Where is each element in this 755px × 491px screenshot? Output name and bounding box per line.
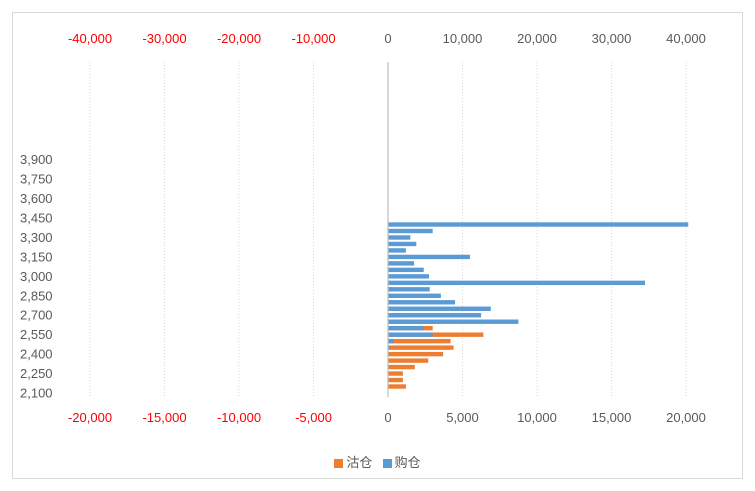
x-top-tick-label: 30,000 <box>592 31 632 46</box>
call-bar <box>388 326 424 331</box>
x-top-tick-label: 20,000 <box>517 31 557 46</box>
gridlines <box>89 62 687 397</box>
legend-label-call: 购仓 <box>394 456 421 471</box>
y-tick-label: 3,600 <box>20 191 53 206</box>
put-bar <box>388 338 451 344</box>
legend-item-call: 购仓 <box>382 452 421 471</box>
y-tick-label: 2,700 <box>20 308 53 323</box>
x-bottom-tick-label: 15,000 <box>592 410 632 425</box>
call-bar <box>388 274 429 279</box>
x-bottom-tick-label: -15,000 <box>142 410 186 425</box>
y-tick-label: 2,550 <box>20 327 53 342</box>
put-bar <box>388 332 484 337</box>
call-bar <box>388 345 390 350</box>
x-bottom-tick-label: 20,000 <box>666 410 706 425</box>
y-tick-label: 2,100 <box>20 386 53 401</box>
y-tick-label: 3,000 <box>20 269 53 284</box>
x-top-tick-label: -10,000 <box>291 31 335 46</box>
call-bar <box>388 306 491 311</box>
put-bar <box>388 371 403 376</box>
call-bar <box>388 338 394 344</box>
x-bottom-tick-label: 5,000 <box>446 410 479 425</box>
x-top-tick-label: 0 <box>384 31 391 46</box>
x-top-tick-label: 40,000 <box>666 31 706 46</box>
chart-border <box>12 12 743 479</box>
call-bar <box>388 254 470 260</box>
legend: 沽仓 购仓 <box>0 452 755 471</box>
put-bar <box>388 364 415 370</box>
call-bar <box>388 267 424 273</box>
put-bar <box>388 351 444 357</box>
x-top-tick-label: -40,000 <box>68 31 112 46</box>
call-bar <box>388 228 433 234</box>
call-bar <box>388 222 689 227</box>
x-top-tick-label: 10,000 <box>443 31 483 46</box>
legend-item-put: 沽仓 <box>334 452 372 471</box>
put-bar <box>388 358 429 363</box>
y-axis-ticks: 2,100 2,250 2,400 2,550 2,700 2,850 3,000 3,150… <box>20 152 53 400</box>
y-tick-label: 2,850 <box>20 288 53 303</box>
x-top-tick-label: -30,000 <box>142 31 186 46</box>
call-bar <box>388 280 646 286</box>
call-bar <box>388 300 456 305</box>
legend-label-put: 沽仓 <box>346 456 373 471</box>
x-bottom-axis-ticks: -20,000 -15,000 -10,000 -5,000 0 5,000 10,000 1… <box>68 410 706 425</box>
y-tick-label: 3,450 <box>20 211 53 226</box>
call-bar <box>388 261 415 266</box>
call-bar <box>388 332 433 337</box>
legend-swatch-put <box>334 459 344 468</box>
y-tick-label: 3,900 <box>20 152 53 167</box>
y-tick-label: 2,250 <box>20 366 53 381</box>
call-bar <box>388 287 430 292</box>
legend-swatch-call <box>382 459 392 468</box>
put-bar <box>388 345 454 350</box>
call-bar <box>388 248 406 253</box>
call-bar <box>388 293 441 298</box>
call-bar <box>388 235 411 240</box>
x-bottom-tick-label: -5,000 <box>295 410 332 425</box>
put-bar <box>388 384 406 389</box>
y-tick-label: 3,150 <box>20 249 53 264</box>
call-bar <box>388 241 417 247</box>
call-bar <box>388 313 482 318</box>
y-tick-label: 2,400 <box>20 347 53 362</box>
x-bottom-tick-label: 0 <box>384 410 391 425</box>
x-top-axis-ticks: 40,000 30,000 20,000 10,000 0 -10,000 -20,000 -… <box>68 31 706 46</box>
put-bar <box>388 377 403 383</box>
x-bottom-tick-label: 10,000 <box>517 410 557 425</box>
x-bottom-tick-label: -20,000 <box>68 410 112 425</box>
y-tick-label: 3,750 <box>20 172 53 187</box>
y-tick-label: 3,300 <box>20 230 53 245</box>
x-top-tick-label: -20,000 <box>217 31 261 46</box>
bars <box>388 222 689 389</box>
call-bar <box>388 319 519 324</box>
x-bottom-tick-label: -10,000 <box>217 410 261 425</box>
